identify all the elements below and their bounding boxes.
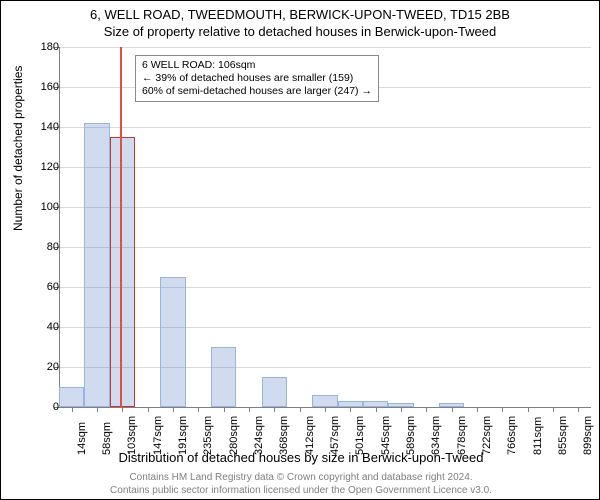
x-tick-label: 103sqm xyxy=(126,416,138,455)
x-tick-mark xyxy=(198,407,199,412)
y-tick-label: 20 xyxy=(23,361,59,373)
annotation-box: 6 WELL ROAD: 106sqm ← 39% of detached ho… xyxy=(135,55,379,102)
annotation-line-1: 6 WELL ROAD: 106sqm xyxy=(142,59,372,72)
x-tick-label: 589sqm xyxy=(405,416,417,455)
x-tick-mark xyxy=(401,407,402,412)
grid-line xyxy=(59,47,591,48)
x-tick-mark xyxy=(224,407,225,412)
x-tick-mark xyxy=(325,407,326,412)
y-tick-label: 60 xyxy=(23,281,59,293)
x-tick-mark xyxy=(350,407,351,412)
histogram-bar xyxy=(110,137,135,407)
x-tick-label: 899sqm xyxy=(582,416,594,455)
histogram-bar xyxy=(59,387,84,407)
y-tick-label: 40 xyxy=(23,321,59,333)
y-axis-line xyxy=(59,47,60,407)
x-tick-label: 634sqm xyxy=(430,416,442,455)
x-tick-mark xyxy=(528,407,529,412)
grid-line xyxy=(59,167,591,168)
y-tick-label: 100 xyxy=(23,201,59,213)
x-tick-label: 501sqm xyxy=(354,416,366,455)
x-tick-label: 235sqm xyxy=(202,416,214,455)
x-tick-mark xyxy=(173,407,174,412)
y-tick-label: 120 xyxy=(23,161,59,173)
x-tick-label: 545sqm xyxy=(380,416,392,455)
x-tick-label: 457sqm xyxy=(329,416,341,455)
grid-line xyxy=(59,127,591,128)
x-tick-label: 368sqm xyxy=(278,416,290,455)
x-tick-mark xyxy=(477,407,478,412)
x-tick-mark xyxy=(274,407,275,412)
histogram-bar xyxy=(160,277,185,407)
grid-line xyxy=(59,287,591,288)
x-tick-label: 766sqm xyxy=(506,416,518,455)
x-tick-mark xyxy=(376,407,377,412)
x-tick-label: 147sqm xyxy=(152,416,164,455)
x-tick-mark xyxy=(72,407,73,412)
y-tick-label: 180 xyxy=(23,41,59,53)
x-tick-label: 280sqm xyxy=(228,416,240,455)
histogram-bar xyxy=(84,123,109,407)
x-tick-label: 412sqm xyxy=(304,416,316,455)
x-tick-mark xyxy=(502,407,503,412)
x-tick-label: 324sqm xyxy=(253,416,265,455)
x-tick-mark xyxy=(578,407,579,412)
title-line-1: 6, WELL ROAD, TWEEDMOUTH, BERWICK-UPON-T… xyxy=(1,7,599,24)
x-tick-label: 58sqm xyxy=(101,422,113,455)
plot-wrap: 6 WELL ROAD: 106sqm ← 39% of detached ho… xyxy=(59,47,591,407)
footer-line-2: Contains public sector information licen… xyxy=(1,485,600,498)
grid-line xyxy=(59,367,591,368)
x-tick-mark xyxy=(97,407,98,412)
y-tick-label: 160 xyxy=(23,81,59,93)
grid-line xyxy=(59,207,591,208)
x-tick-label: 722sqm xyxy=(481,416,493,455)
x-tick-mark xyxy=(300,407,301,412)
chart-container: 6, WELL ROAD, TWEEDMOUTH, BERWICK-UPON-T… xyxy=(0,0,600,500)
x-tick-label: 14sqm xyxy=(76,422,88,455)
grid-line xyxy=(59,247,591,248)
x-tick-mark xyxy=(122,407,123,412)
y-tick-label: 140 xyxy=(23,121,59,133)
footer-block: Contains HM Land Registry data © Crown c… xyxy=(1,472,600,497)
x-tick-label: 678sqm xyxy=(456,416,468,455)
x-tick-label: 855sqm xyxy=(557,416,569,455)
grid-line xyxy=(59,327,591,328)
x-tick-mark xyxy=(452,407,453,412)
x-tick-mark xyxy=(553,407,554,412)
histogram-bar xyxy=(211,347,236,407)
x-tick-label: 811sqm xyxy=(532,417,544,455)
histogram-bar xyxy=(262,377,287,407)
x-tick-mark xyxy=(426,407,427,412)
x-tick-mark xyxy=(148,407,149,412)
annotation-line-2: ← 39% of detached houses are smaller (15… xyxy=(142,72,372,85)
title-line-2: Size of property relative to detached ho… xyxy=(1,24,599,41)
footer-line-1: Contains HM Land Registry data © Crown c… xyxy=(1,472,600,485)
y-tick-label: 80 xyxy=(23,241,59,253)
titles-block: 6, WELL ROAD, TWEEDMOUTH, BERWICK-UPON-T… xyxy=(1,1,599,41)
x-tick-label: 191sqm xyxy=(177,416,189,455)
property-marker-line xyxy=(120,47,122,407)
y-tick-label: 0 xyxy=(23,401,59,413)
x-tick-mark xyxy=(249,407,250,412)
histogram-bar xyxy=(312,395,337,407)
annotation-line-3: 60% of semi-detached houses are larger (… xyxy=(142,85,372,98)
